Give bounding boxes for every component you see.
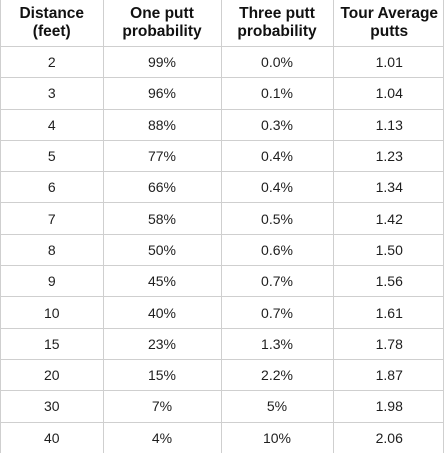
cell-tour-average: 1.42: [333, 202, 444, 235]
cell-tour-average: 1.78: [333, 328, 444, 360]
table-row: 2 99% 0.0% 1.01: [1, 46, 444, 79]
table-row: 7 58% 0.5% 1.42: [1, 202, 444, 235]
cell-one-putt: 77%: [103, 140, 222, 173]
cell-tour-average: 2.06: [375, 429, 403, 446]
table-row: 20 15% 2.2% 1.87: [1, 359, 444, 392]
header-distance-line2: (feet): [32, 23, 71, 40]
cell-tour-average: 1.50: [333, 234, 444, 267]
cell-tour-average: 1.23: [333, 140, 444, 173]
cell-tour-average: 1.98: [333, 390, 444, 423]
header-one-putt-line1: One putt: [130, 5, 194, 22]
cell-distance: 6: [1, 171, 104, 204]
cell-three-putt: 1.3%: [221, 328, 334, 360]
cell-distance: 10: [1, 296, 104, 329]
header-tour-average-line1: Tour Average: [340, 5, 439, 22]
cell-three-putt: 10%: [221, 422, 334, 453]
header-distance-line1: Distance: [19, 5, 85, 22]
header-distance: Distance (feet): [1, 0, 104, 47]
cell-one-putt: 4%: [103, 422, 222, 453]
table-row: 5 77% 0.4% 1.23: [1, 140, 444, 173]
cell-distance: 9: [1, 265, 104, 298]
cell-one-putt: 66%: [103, 171, 222, 204]
cell-distance: 20: [1, 359, 104, 392]
cell-one-putt: 40%: [103, 296, 222, 329]
cell-one-putt: 96%: [103, 77, 222, 110]
cell-three-putt: 0.3%: [221, 109, 334, 141]
cell-tour-average: 1.56: [333, 265, 444, 298]
cell-one-putt: 88%: [103, 109, 222, 141]
cell-tour-average: 1.13: [333, 109, 444, 141]
cell-distance: 8: [1, 234, 104, 267]
header-three-putt-line1: Three putt: [239, 5, 315, 22]
table-row: 3 96% 0.1% 1.04: [1, 77, 444, 110]
table-row: 10 40% 0.7% 1.61: [1, 296, 444, 329]
cell-distance: 2: [1, 46, 104, 79]
cell-tour-average: 1.01: [333, 46, 444, 79]
cell-three-putt: 0.7%: [221, 296, 334, 329]
header-tour-average-line2: putts: [370, 23, 409, 40]
cell-one-putt: 23%: [103, 328, 222, 360]
cell-one-putt: 45%: [103, 265, 222, 298]
header-row: Distance (feet) One putt probability Thr…: [1, 0, 444, 47]
cell-three-putt: 0.4%: [221, 171, 334, 204]
cell-one-putt: 58%: [103, 202, 222, 235]
table-row: 6 66% 0.4% 1.34: [1, 171, 444, 204]
cell-one-putt: 50%: [103, 234, 222, 267]
cell-one-putt: 99%: [103, 46, 222, 79]
header-tour-average: Tour Average putts: [333, 0, 444, 47]
cell-tour-average: 1.87: [333, 359, 444, 392]
cell-three-putt: 0.4%: [221, 140, 334, 173]
cell-three-putt: 5%: [221, 390, 334, 423]
cell-distance: 7: [1, 202, 104, 235]
cell-distance: 30: [1, 390, 104, 423]
cell-three-putt: 2.2%: [221, 359, 334, 392]
cell-tour-average: 1.04: [333, 77, 444, 110]
cell-one-putt: 15%: [103, 359, 222, 392]
cell-three-putt: 0.7%: [221, 265, 334, 298]
cell-three-putt: 0.5%: [221, 202, 334, 235]
cell-three-putt: 0.1%: [221, 77, 334, 110]
table-row: 30 7% 5% 1.98: [1, 390, 444, 423]
cell-three-putt: 0.0%: [221, 46, 334, 79]
table-body: 2 99% 0.0% 1.01 3 96% 0.1% 1.04 4 88% 0.…: [1, 46, 444, 453]
cell-tour-average: 1.34: [333, 171, 444, 204]
table-row: 9 45% 0.7% 1.56: [1, 265, 444, 298]
header-three-putt: Three putt probability: [221, 0, 334, 47]
table-row: 15 23% 1.3% 1.78: [1, 328, 444, 360]
table-row: 40 4% 10% 2.06: [1, 422, 444, 453]
header-one-putt-line2: probability: [122, 23, 202, 40]
header-one-putt: One putt probability: [103, 0, 222, 47]
cell-distance: 5: [1, 140, 104, 173]
header-three-putt-line2: probability: [237, 23, 317, 40]
cell-distance: 3: [1, 77, 104, 110]
cell-distance: 15: [1, 328, 104, 360]
cell-three-putt: 0.6%: [221, 234, 334, 267]
table-row: 4 88% 0.3% 1.13: [1, 109, 444, 141]
table-row: 8 50% 0.6% 1.50: [1, 234, 444, 267]
cell-distance: 40: [1, 422, 104, 453]
cell-distance: 4: [1, 109, 104, 141]
table-header: Distance (feet) One putt probability Thr…: [1, 0, 444, 47]
cell-tour-average: 1.61: [333, 296, 444, 329]
cell-one-putt: 7%: [103, 390, 222, 423]
